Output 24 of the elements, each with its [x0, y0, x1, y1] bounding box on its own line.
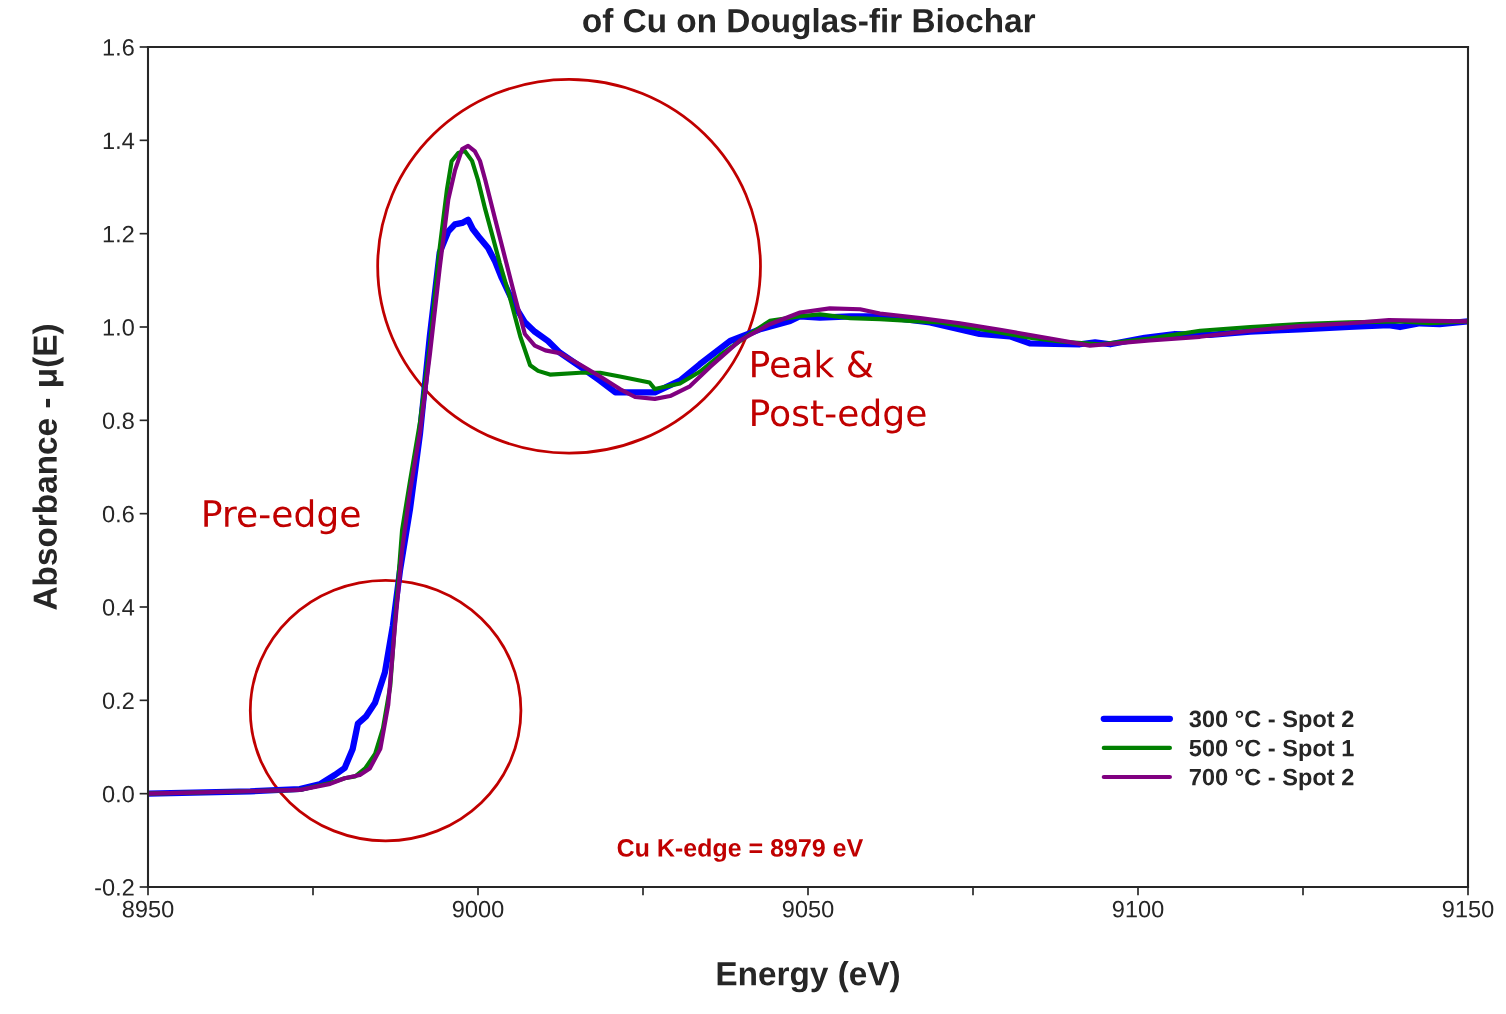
y-tick-label: 0.8: [102, 412, 134, 430]
y-tick-label: 0.4: [102, 599, 135, 616]
legend-label: 300 °C - Spot 2: [1189, 710, 1354, 732]
y-tick-label: 0.6: [102, 505, 134, 523]
y-tick-label: 0.2: [102, 692, 134, 710]
x-tick-label: 9050: [782, 900, 834, 918]
chart-title: of Cu on Douglas-fir Biochar: [583, 8, 1036, 40]
y-tick-label: 1.6: [103, 39, 134, 56]
y-axis-title: Absorbance - μ(E): [32, 325, 64, 610]
annotation: Cu K-edge = 8979 eV: [617, 838, 864, 862]
x-tick-label: 8950: [122, 900, 174, 918]
x-tick-label: 9000: [452, 900, 504, 918]
y-tick-label: 1.4: [103, 132, 135, 149]
annotation: Pre-edge: [204, 499, 360, 535]
annotation: Peak & Post-edge: [752, 349, 926, 434]
legend-label: 500 °C - Spot 1: [1189, 739, 1354, 762]
legend-label: 700 °C - Spot 2: [1189, 768, 1354, 791]
x-axis-title: Energy (eV): [717, 961, 899, 993]
y-tick-label: 1.2: [103, 225, 134, 243]
y-tick-label: -0.2: [95, 879, 134, 896]
x-tick-label: 9150: [1442, 900, 1494, 918]
x-tick-label: 9100: [1112, 900, 1164, 918]
y-tick-label: 0.0: [102, 785, 134, 803]
y-tick-label: 1.0: [103, 319, 134, 336]
